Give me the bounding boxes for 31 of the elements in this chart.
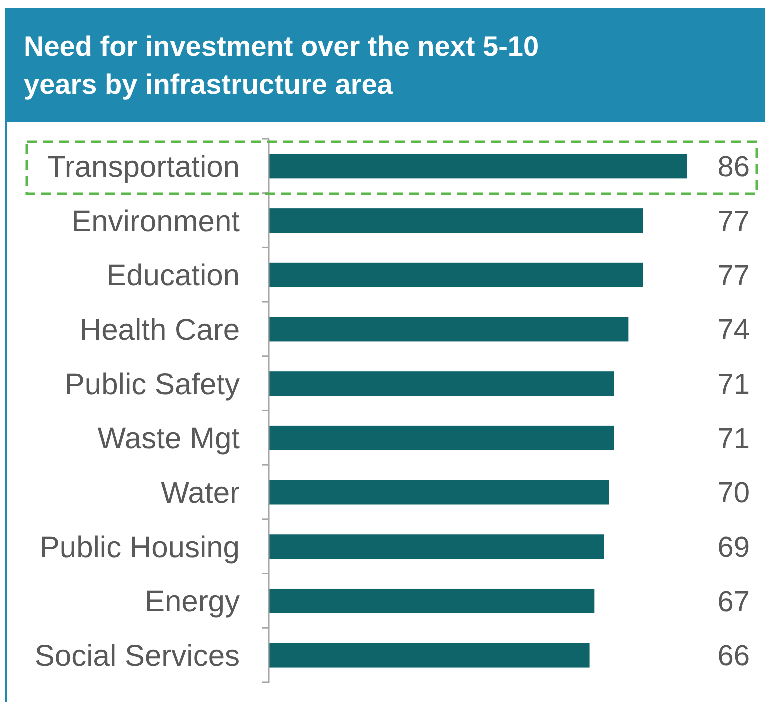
bar: [269, 262, 644, 288]
data-label: 67: [718, 586, 750, 618]
data-label: 70: [718, 478, 750, 510]
bar: [269, 372, 614, 396]
bar: [269, 534, 604, 560]
y-tick-label: Education: [106, 260, 240, 293]
data-label: 86: [718, 152, 750, 184]
data-label: 77: [718, 260, 750, 292]
y-tick-label: Environment: [72, 205, 241, 238]
bar: [269, 480, 610, 505]
bar: [269, 588, 595, 614]
bar: [269, 208, 644, 234]
y-tick-label: Public Safety: [64, 368, 240, 402]
chart-title: Need for investment over the next 5-10 years by infrastructure area: [24, 31, 540, 100]
data-label: 71: [718, 423, 750, 456]
data-label: 77: [718, 206, 750, 238]
y-tick-label: Health Care: [80, 314, 240, 347]
data-label: 74: [718, 314, 750, 347]
bar: [269, 426, 614, 450]
y-tick-label: Water: [161, 477, 240, 510]
y-tick-label: Transportation: [48, 150, 240, 184]
y-tick-label: Public Housing: [40, 531, 240, 564]
y-tick-label: Waste Mgt: [98, 422, 241, 456]
bar: [269, 154, 687, 179]
bar: [269, 317, 629, 342]
y-tick-label: Energy: [144, 586, 240, 619]
bar: [269, 643, 590, 668]
data-label: 71: [718, 368, 750, 401]
data-label: 66: [718, 640, 750, 673]
data-label: 69: [718, 532, 750, 564]
y-tick-label: Social Services: [34, 640, 240, 674]
